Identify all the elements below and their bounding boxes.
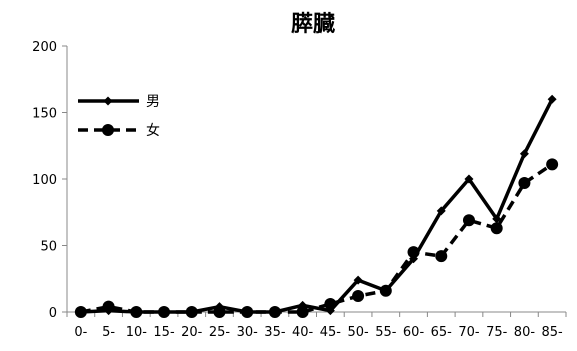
series-2	[74, 158, 559, 318]
x-tick-label: 40-	[292, 325, 314, 340]
y-axis-ticks: 0 50 100 150 200	[32, 40, 67, 321]
legend-label: 男	[146, 94, 160, 110]
data-point	[435, 250, 448, 263]
x-tick-label: 85-	[542, 325, 564, 340]
data-point	[130, 306, 143, 318]
legend-label: 女	[146, 122, 160, 139]
y-tick-label: 100	[32, 173, 57, 188]
x-tick-label: 0-	[74, 325, 87, 340]
data-point	[490, 222, 503, 235]
x-tick-label: 10-	[126, 325, 148, 340]
x-axis-ticks: 0- 5- 10- 15- 20- 25- 30- 35- 40- 45- 50- 55- 60- 65-…	[66, 312, 567, 340]
data-point	[353, 275, 363, 285]
data-point	[379, 284, 392, 297]
x-tick-label: 20-	[181, 325, 203, 340]
data-point	[462, 214, 475, 227]
y-tick-label: 150	[32, 107, 57, 122]
data-point	[268, 306, 281, 318]
y-tick-label: 0	[49, 306, 57, 321]
x-tick-label: 65-	[431, 325, 453, 340]
x-tick-label: 35-	[264, 325, 286, 340]
data-point	[185, 306, 198, 318]
series-layer	[74, 94, 559, 318]
legend-marker	[103, 96, 113, 106]
x-tick-label: 60-	[403, 325, 425, 340]
y-tick-label: 50	[40, 240, 57, 255]
data-point	[547, 94, 557, 104]
data-point	[464, 174, 474, 184]
x-tick-label: 50-	[347, 325, 369, 340]
x-tick-label: 55-	[375, 325, 397, 340]
data-point	[296, 306, 309, 318]
data-point	[241, 306, 254, 318]
data-point	[436, 206, 446, 216]
legend-item: 男	[78, 94, 160, 110]
data-point	[102, 300, 115, 313]
y-tick-label: 200	[32, 40, 57, 55]
chart-title: 膵臓	[291, 12, 335, 37]
x-tick-label: 15-	[153, 325, 175, 340]
legend-marker	[102, 124, 114, 136]
legend: 男女	[78, 94, 160, 139]
data-point	[409, 254, 419, 264]
data-point	[352, 290, 365, 303]
data-point	[546, 158, 559, 171]
x-tick-label: 45-	[320, 325, 342, 340]
x-tick-label: 80-	[514, 325, 536, 340]
x-tick-label: 70-	[458, 325, 480, 340]
x-tick-label: 30-	[237, 325, 259, 340]
x-tick-label: 75-	[486, 325, 508, 340]
data-point	[518, 176, 531, 189]
data-point	[492, 214, 502, 224]
data-point	[407, 246, 420, 259]
legend-item: 女	[78, 122, 160, 139]
data-point	[213, 306, 226, 318]
data-point	[519, 149, 529, 159]
x-tick-label: 25-	[209, 325, 231, 340]
data-point	[74, 306, 87, 318]
x-tick-label: 5-	[102, 325, 115, 340]
data-point	[158, 306, 171, 318]
data-point	[324, 298, 337, 311]
series-line	[80, 162, 554, 314]
